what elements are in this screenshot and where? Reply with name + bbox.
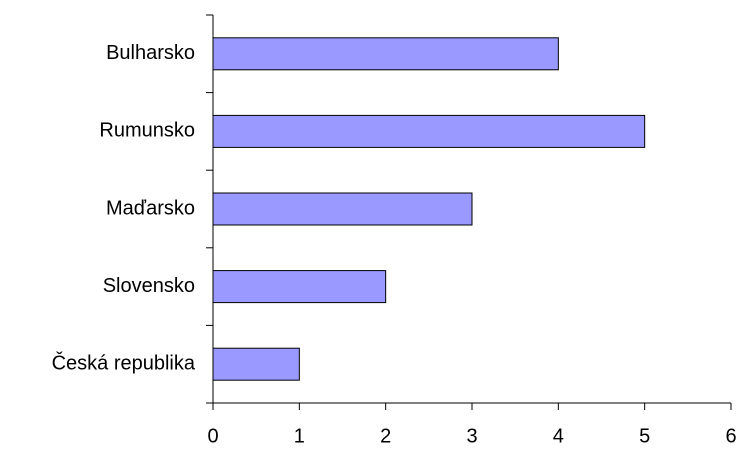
y-tick-label: Rumunsko	[99, 120, 195, 142]
x-tick-label: 3	[466, 425, 477, 447]
bar	[212, 192, 473, 226]
y-tick-label: Česká republika	[52, 351, 196, 374]
x-tick-label: 5	[639, 425, 650, 447]
bar	[212, 114, 646, 148]
y-tick-label: Maďarsko	[106, 197, 195, 219]
x-tick-label: 0	[207, 425, 218, 447]
x-tick-label: 1	[294, 425, 305, 447]
y-tick-label: Bulharsko	[106, 42, 195, 64]
bar	[212, 347, 300, 381]
bar	[212, 37, 559, 71]
x-tick-label: 6	[725, 425, 736, 447]
y-tick-label: Slovensko	[103, 275, 195, 297]
bar	[212, 270, 387, 304]
x-tick-label: 4	[553, 425, 564, 447]
x-tick-label: 2	[380, 425, 391, 447]
